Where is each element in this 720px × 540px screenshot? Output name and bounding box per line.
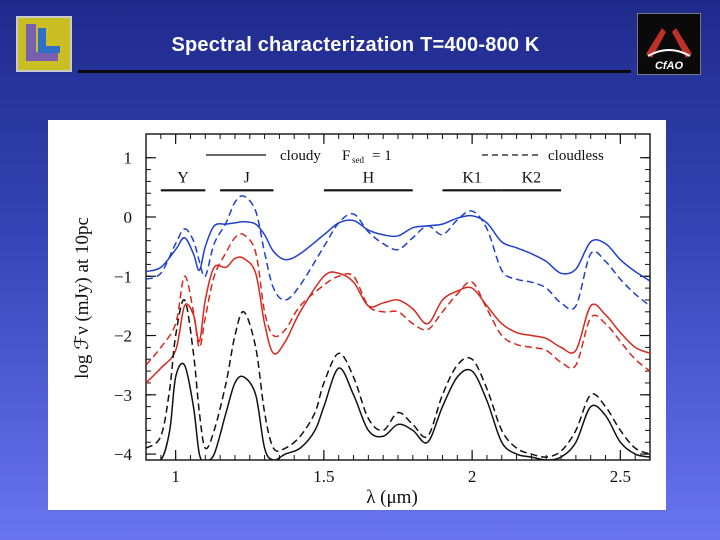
legend-sed-symbol: F: [342, 148, 350, 164]
llnl-logo: [16, 16, 72, 72]
band-label-y: Y: [177, 169, 189, 186]
y-tick-label: −3: [114, 386, 132, 405]
x-tick-label: 2.5: [610, 467, 631, 486]
band-label-h: H: [363, 169, 375, 186]
legend-sed-value: = 1: [372, 148, 392, 164]
slide-title: Spectral characterization T=400-800 K: [171, 34, 540, 56]
cfao-logo: CfAO: [637, 13, 701, 75]
x-tick-label: 2: [468, 467, 477, 486]
legend-sed-subscript: sed: [352, 155, 364, 165]
legend-label-cloudless: cloudless: [548, 148, 604, 164]
series-line-2: [146, 256, 650, 384]
series-line-1: [146, 195, 650, 311]
title-underline: [78, 70, 631, 73]
plot-area-frame: [145, 133, 651, 461]
spectrum-chart: 1 1.5 2 2.510−1−2−3−4 Y J H K1 K2 cloudy F sed …: [72, 133, 651, 508]
series-line-0: [146, 214, 650, 282]
y-tick-label: 1: [124, 149, 133, 168]
band-label-k1: K1: [462, 169, 482, 186]
band-label-k2: K2: [522, 169, 542, 186]
y-tick-label: −4: [114, 445, 133, 464]
series-line-4: [146, 362, 650, 460]
y-axis-label: log ℱν (mJy) at 10pc: [72, 217, 93, 379]
y-tick-label: 0: [124, 208, 133, 227]
y-tick-label: −2: [114, 327, 132, 346]
y-tick-label: −1: [114, 267, 132, 286]
x-tick-label: 1.5: [313, 467, 334, 486]
x-axis-label: λ (μm): [366, 487, 418, 508]
band-label-j: J: [244, 169, 250, 186]
chart-panel: 1 1.5 2 2.5 1 0 −1 −2 −3 −4 Y J H K1 K2 cloudy F sed …: [48, 120, 666, 510]
cfao-logo-text: CfAO: [655, 60, 684, 72]
series-line-5: [146, 299, 650, 458]
legend-label-cloudy: cloudy: [280, 148, 321, 164]
series-line-3: [146, 233, 650, 372]
x-tick-label: 1: [171, 467, 180, 486]
